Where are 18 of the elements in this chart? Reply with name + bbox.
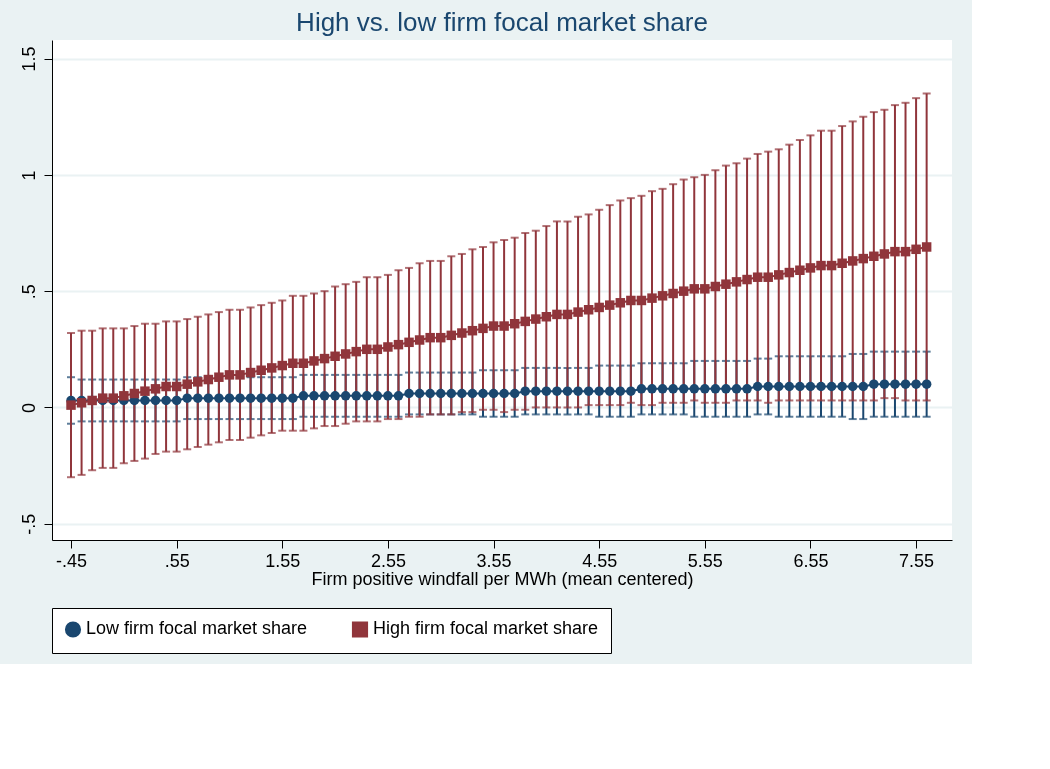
x-tick-label: 1.55 <box>265 550 301 571</box>
chart-title: High vs. low firm focal market share <box>296 7 708 37</box>
x-tick-label: 4.55 <box>582 550 618 571</box>
x-tick-label: 3.55 <box>476 550 512 571</box>
x-axis-title: Firm positive windfall per MWh (mean centered) <box>311 568 694 589</box>
x-tick-label: -.45 <box>56 550 88 571</box>
x-tick-label: 6.55 <box>793 550 829 571</box>
legend-label: High firm focal market share <box>373 618 599 639</box>
x-tick-label: 2.55 <box>370 550 406 571</box>
x-tick-label: 7.55 <box>899 550 935 571</box>
y-tick-label: 1.5 <box>18 46 39 72</box>
y-tick-label: -.5 <box>18 513 39 535</box>
y-tick-label: .5 <box>18 284 39 300</box>
y-tick-label: 0 <box>18 402 39 413</box>
x-tick-label: 5.55 <box>687 550 723 571</box>
y-tick-label: 1 <box>18 170 39 181</box>
legend-label: Low firm focal market share <box>86 618 308 639</box>
x-tick-label: .55 <box>164 550 190 571</box>
